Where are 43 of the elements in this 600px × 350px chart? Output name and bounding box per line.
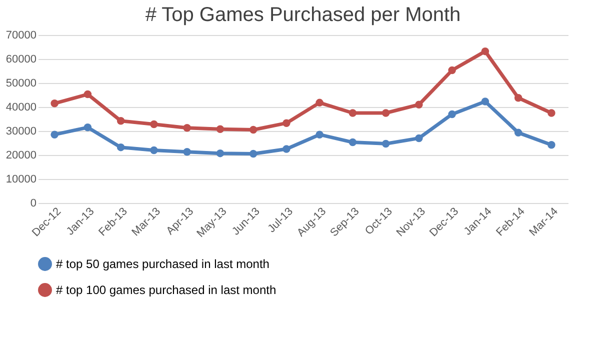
point — [448, 66, 456, 74]
y-tick-label: 40000 — [6, 102, 36, 114]
point — [116, 143, 125, 152]
point — [514, 128, 522, 137]
y-tick-label: 10000 — [6, 174, 36, 186]
point — [348, 109, 357, 117]
y-tick-label: 0 — [30, 198, 36, 210]
point — [216, 149, 224, 158]
y-tick-label: 70000 — [6, 30, 36, 42]
point — [183, 124, 191, 132]
point — [316, 98, 324, 107]
point — [514, 94, 522, 102]
point — [50, 100, 58, 108]
point — [84, 90, 92, 98]
legend-label: # top 100 games purchased in last month — [56, 283, 276, 297]
point — [116, 117, 125, 125]
point — [448, 110, 456, 118]
y-tick-label: 60000 — [6, 54, 36, 66]
point — [382, 140, 390, 148]
point — [548, 109, 556, 117]
point — [382, 109, 390, 117]
point — [84, 124, 92, 132]
point — [282, 119, 290, 127]
legend-label: # top 50 games purchased in last month — [56, 257, 270, 271]
point — [282, 145, 290, 153]
y-tick-label: 20000 — [6, 150, 36, 162]
point — [415, 134, 423, 142]
point — [183, 148, 191, 156]
point — [548, 141, 556, 149]
y-tick-label: 30000 — [6, 126, 36, 138]
y-tick-label: 50000 — [6, 78, 36, 90]
point — [481, 98, 490, 106]
point — [481, 47, 490, 56]
point — [50, 130, 58, 138]
chart-title: # Top Games Purchased per Month — [145, 4, 461, 26]
point — [348, 138, 357, 146]
point — [316, 130, 324, 138]
point — [249, 150, 258, 158]
point — [415, 100, 423, 108]
point — [150, 120, 158, 128]
point — [249, 126, 258, 134]
point — [216, 125, 224, 133]
point — [150, 146, 158, 154]
